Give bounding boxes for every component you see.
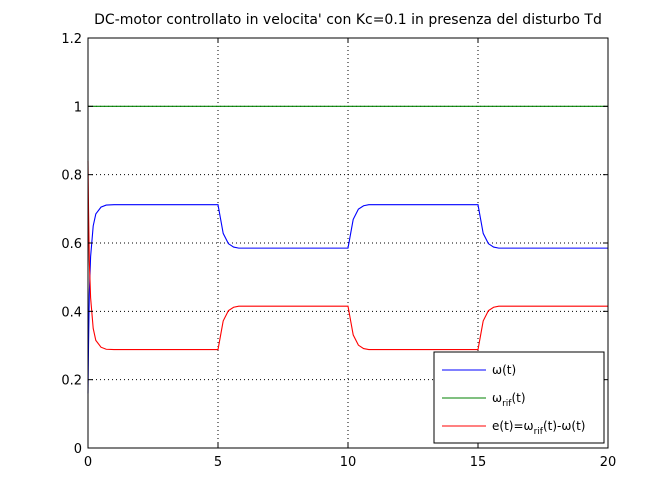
x-axis-tick-labels: 0 5 10 15 20 — [84, 455, 616, 470]
y-tick-label: 0.6 — [61, 237, 82, 252]
chart-title: DC-motor controllato in velocita' con Kc… — [94, 12, 602, 28]
x-tick-label: 15 — [470, 455, 487, 470]
legend-label: ωrif(t) — [492, 391, 526, 409]
y-tick-label: 0.8 — [61, 169, 82, 184]
y-tick-label: 0.2 — [61, 374, 82, 389]
y-tick-label: 1.2 — [61, 32, 82, 47]
y-tick-label: 0.4 — [61, 305, 82, 320]
x-tick-label: 5 — [214, 455, 222, 470]
x-tick-label: 10 — [340, 455, 357, 470]
legend-label: e(t)=ωrif(t)-ω(t) — [492, 419, 585, 437]
y-tick-label: 0 — [74, 442, 82, 457]
legend: ω(t) ωrif(t) e(t)=ωrif(t)-ω(t) — [433, 351, 605, 444]
series-line-3 — [87, 160, 608, 351]
series-lines — [87, 105, 608, 394]
x-tick-label: 20 — [600, 455, 617, 470]
x-tick-label: 0 — [84, 455, 92, 470]
series-line-1 — [87, 204, 608, 394]
legend-label: ω(t) — [492, 363, 516, 377]
axis-ticks — [87, 37, 609, 449]
y-tick-label: 1 — [74, 100, 82, 115]
y-axis-tick-labels: 0 0.2 0.4 0.6 0.8 1 1.2 — [61, 32, 82, 457]
